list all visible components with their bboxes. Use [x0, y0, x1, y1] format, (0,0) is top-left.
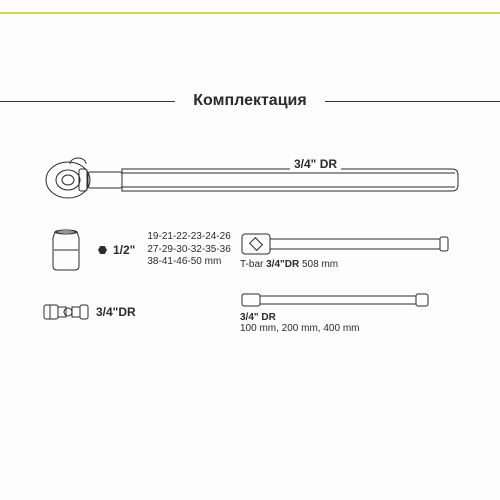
tbar-bold: 3/4"DR: [266, 259, 299, 270]
row-ujoint-ext: 3/4"DR 3/4" DR 100 mm, 200 mm, 400 mm: [40, 290, 460, 334]
ext-cell: 3/4" DR 100 mm, 200 mm, 400 mm: [240, 290, 460, 334]
ext-bold: 3/4" DR: [240, 312, 276, 323]
ujoint-icon: [42, 297, 90, 327]
tbar-drawing: [240, 231, 450, 257]
section-title: Комплектация: [175, 92, 324, 110]
tbar-suffix: 508 mm: [299, 259, 338, 270]
items-grid: 1/2" 19-21-22-23-24-26 27-29-30-32-35-36…: [40, 228, 460, 352]
title-rule-left: [0, 101, 175, 102]
row-socket-tbar: 1/2" 19-21-22-23-24-26 27-29-30-32-35-36…: [40, 228, 460, 272]
ext-caption: 3/4" DR 100 mm, 200 mm, 400 mm: [240, 312, 460, 334]
socket-spec-header: 1/2": [96, 243, 135, 257]
accent-rule: [0, 12, 500, 14]
socket-sizes-1: 19-21-22-23-24-26: [147, 231, 230, 244]
ujoint-label: 3/4"DR: [96, 305, 136, 319]
hex-icon: [98, 246, 107, 255]
socket-icon: [49, 228, 83, 272]
ujoint-cell: 3/4"DR: [40, 290, 240, 334]
ratchet-figure: 3/4" DR: [40, 145, 460, 215]
section-title-row: Комплектация: [0, 92, 500, 110]
tbar-caption: T-bar 3/4"DR 508 mm: [240, 259, 460, 270]
ratchet-drawing: [40, 145, 460, 215]
ratchet-label: 3/4" DR: [290, 157, 341, 171]
tbar-cell: T-bar 3/4"DR 508 mm: [240, 228, 460, 272]
socket-drive-label: 1/2": [113, 243, 135, 257]
socket-cell: 1/2" 19-21-22-23-24-26 27-29-30-32-35-36…: [40, 228, 240, 272]
socket-sizes-3: 38-41-46-50 mm: [147, 256, 230, 269]
ext-drawing: [240, 290, 430, 310]
tbar-prefix: T-bar: [240, 259, 266, 270]
title-rule-right: [325, 101, 500, 102]
ext-sizes: 100 mm, 200 mm, 400 mm: [240, 323, 359, 334]
socket-sizes-2: 27-29-30-32-35-36: [147, 244, 230, 257]
